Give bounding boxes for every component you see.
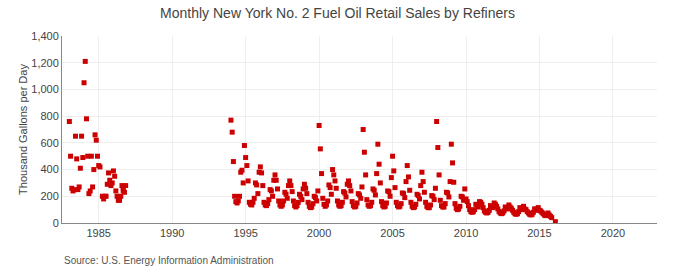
svg-text:Monthly New York No. 2 Fuel Oi: Monthly New York No. 2 Fuel Oil Retail S… [160, 5, 515, 21]
svg-text:2010: 2010 [454, 227, 478, 239]
svg-text:Thousand Gallons per Day: Thousand Gallons per Day [17, 64, 29, 195]
svg-text:1,400: 1,400 [31, 30, 59, 42]
svg-text:0: 0 [53, 217, 59, 229]
svg-text:2005: 2005 [380, 227, 404, 239]
svg-text:1,200: 1,200 [31, 57, 59, 69]
svg-text:2015: 2015 [527, 227, 551, 239]
svg-text:1985: 1985 [86, 227, 110, 239]
svg-text:400: 400 [40, 163, 58, 175]
svg-text:1995: 1995 [233, 227, 257, 239]
svg-text:600: 600 [40, 137, 58, 149]
svg-text:2000: 2000 [307, 227, 331, 239]
svg-text:800: 800 [40, 110, 58, 122]
svg-text:200: 200 [40, 190, 58, 202]
svg-text:2020: 2020 [601, 227, 625, 239]
svg-text:1,000: 1,000 [31, 83, 59, 95]
svg-text:1990: 1990 [160, 227, 184, 239]
svg-text:Source: U.S. Energy Informatio: Source: U.S. Energy Information Administ… [64, 255, 274, 266]
